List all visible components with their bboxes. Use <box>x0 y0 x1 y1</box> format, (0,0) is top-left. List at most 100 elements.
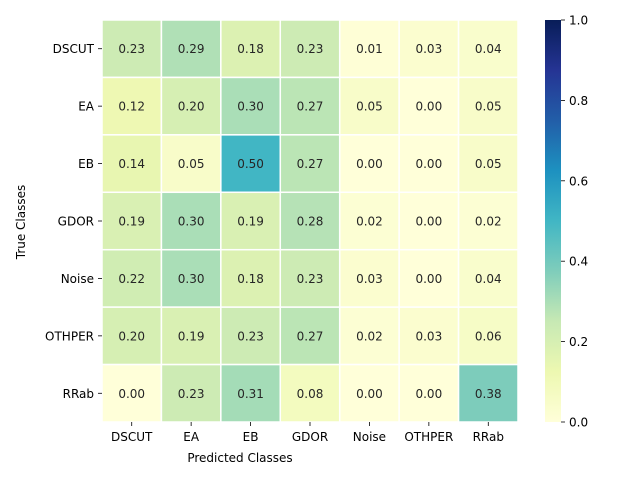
cell-value-label: 0.19 <box>118 215 145 229</box>
heatmap-cell-othper-rrab <box>457 306 519 366</box>
y-tick-label-dscut: DSCUT <box>53 42 95 56</box>
cell-value-label: 0.00 <box>415 215 442 229</box>
heatmap-cell-gdor-rrab <box>457 191 519 251</box>
x-tick-label-eb: EB <box>243 430 259 444</box>
cell-value-label: 0.23 <box>237 329 264 343</box>
cell-value-label: 0.19 <box>237 215 264 229</box>
cell-value-label: 0.23 <box>297 272 324 286</box>
y-tick-label-ea: EA <box>78 100 95 114</box>
cell-value-label: 0.02 <box>356 329 383 343</box>
x-tick-label-noise: Noise <box>353 430 386 444</box>
x-axis-title: Predicted Classes <box>187 451 292 465</box>
cell-value-label: 0.20 <box>178 100 205 114</box>
x-tick-label-gdor: GDOR <box>292 430 328 444</box>
x-tick-label-dscut: DSCUT <box>111 430 153 444</box>
cell-value-label: 0.00 <box>356 157 383 171</box>
cell-value-label: 0.14 <box>118 157 145 171</box>
cell-value-label: 0.30 <box>178 272 205 286</box>
cell-value-label: 0.18 <box>237 42 264 56</box>
heatmap-cell-rrab-rrab <box>457 363 519 423</box>
heatmap-cell-noise-eb <box>220 248 282 308</box>
cell-value-label: 0.05 <box>475 100 502 114</box>
x-tick-label-ea: EA <box>183 430 200 444</box>
heatmap-cell-dscut-othper <box>398 19 460 79</box>
heatmap-cell-ea-eb <box>220 76 282 136</box>
cell-value-label: 0.22 <box>118 272 145 286</box>
heatmap-cell-othper-noise <box>338 306 400 366</box>
colorbar-tick-label: 1.0 <box>569 14 588 28</box>
heatmap-cell-eb-ea <box>160 134 222 194</box>
y-tick-label-noise: Noise <box>61 272 94 286</box>
cell-value-label: 0.27 <box>297 329 324 343</box>
cell-value-label: 0.00 <box>415 157 442 171</box>
cell-value-label: 0.20 <box>118 329 145 343</box>
cell-value-label: 0.19 <box>178 329 205 343</box>
cell-value-label: 0.02 <box>475 215 502 229</box>
cell-value-label: 0.31 <box>237 387 264 401</box>
cell-value-label: 0.08 <box>297 387 324 401</box>
heatmap-cell-othper-dscut <box>101 306 163 366</box>
cell-value-label: 0.38 <box>475 387 502 401</box>
heatmap-cell-rrab-eb <box>220 363 282 423</box>
cell-value-label: 0.05 <box>475 157 502 171</box>
colorbar: 0.0 0.2 0.4 0.6 0.8 1.0 <box>545 14 588 430</box>
cell-value-label: 0.00 <box>415 100 442 114</box>
colorbar-tick-label: 0.0 <box>569 416 588 430</box>
colorbar-gradient <box>545 20 561 422</box>
colorbar-tick-label: 0.8 <box>569 94 588 108</box>
cell-value-label: 0.04 <box>475 42 502 56</box>
cell-value-label: 0.03 <box>356 272 383 286</box>
heatmap-cell-othper-ea <box>160 306 222 366</box>
y-axis: DSCUT EA EB GDOR Noise OTHPER RRab <box>45 42 102 401</box>
heatmap-cell-eb-rrab <box>457 134 519 194</box>
x-tick-label-rrab: RRab <box>473 430 504 444</box>
cell-value-label: 0.30 <box>237 100 264 114</box>
cell-value-label: 0.00 <box>356 387 383 401</box>
heatmap-cells <box>101 19 519 423</box>
cell-value-label: 0.03 <box>415 42 442 56</box>
cell-value-label: 0.50 <box>237 157 264 171</box>
heatmap-cell-rrab-gdor <box>279 363 341 423</box>
heatmap-cell-eb-othper <box>398 134 460 194</box>
heatmap-cell-rrab-noise <box>338 363 400 423</box>
heatmap-cell-dscut-ea <box>160 19 222 79</box>
cell-value-label: 0.18 <box>237 272 264 286</box>
heatmap-cell-rrab-othper <box>398 363 460 423</box>
cell-value-label: 0.30 <box>178 215 205 229</box>
cell-value-label: 0.04 <box>475 272 502 286</box>
cell-value-label: 0.27 <box>297 157 324 171</box>
heatmap-cell-eb-gdor <box>279 134 341 194</box>
heatmap-cell-ea-rrab <box>457 76 519 136</box>
heatmap-cell-gdor-dscut <box>101 191 163 251</box>
cell-value-label: 0.01 <box>356 42 383 56</box>
cell-value-label: 0.23 <box>178 387 205 401</box>
cell-value-label: 0.28 <box>297 215 324 229</box>
cell-value-label: 0.27 <box>297 100 324 114</box>
colorbar-tick-label: 0.4 <box>569 255 588 269</box>
cell-value-label: 0.05 <box>356 100 383 114</box>
cell-value-label: 0.29 <box>178 42 205 56</box>
colorbar-tick-label: 0.6 <box>569 174 588 188</box>
cell-value-label: 0.00 <box>118 387 145 401</box>
heatmap-cell-gdor-othper <box>398 191 460 251</box>
heatmap-cell-eb-noise <box>338 134 400 194</box>
cell-value-label: 0.00 <box>415 272 442 286</box>
heatmap-cell-ea-noise <box>338 76 400 136</box>
cell-value-label: 0.05 <box>178 157 205 171</box>
x-axis: DSCUT EA EB GDOR Noise OTHPER RRab <box>111 422 504 444</box>
y-tick-label-rrab: RRab <box>63 387 94 401</box>
heatmap-cell-noise-dscut <box>101 248 163 308</box>
cell-value-label: 0.23 <box>297 42 324 56</box>
x-tick-label-othper: OTHPER <box>404 430 453 444</box>
heatmap-cell-eb-eb <box>220 134 282 194</box>
y-tick-label-othper: OTHPER <box>45 329 94 343</box>
cell-value-label: 0.12 <box>118 100 145 114</box>
y-tick-label-eb: EB <box>78 157 94 171</box>
cell-value-label: 0.02 <box>356 215 383 229</box>
heatmap-cell-labels: 0.23 0.29 0.18 0.23 0.01 0.03 0.04 0.12 0.20 0.30… <box>118 42 501 401</box>
y-axis-title: True Classes <box>14 185 28 261</box>
cell-value-label: 0.06 <box>475 329 502 343</box>
cell-value-label: 0.03 <box>415 329 442 343</box>
